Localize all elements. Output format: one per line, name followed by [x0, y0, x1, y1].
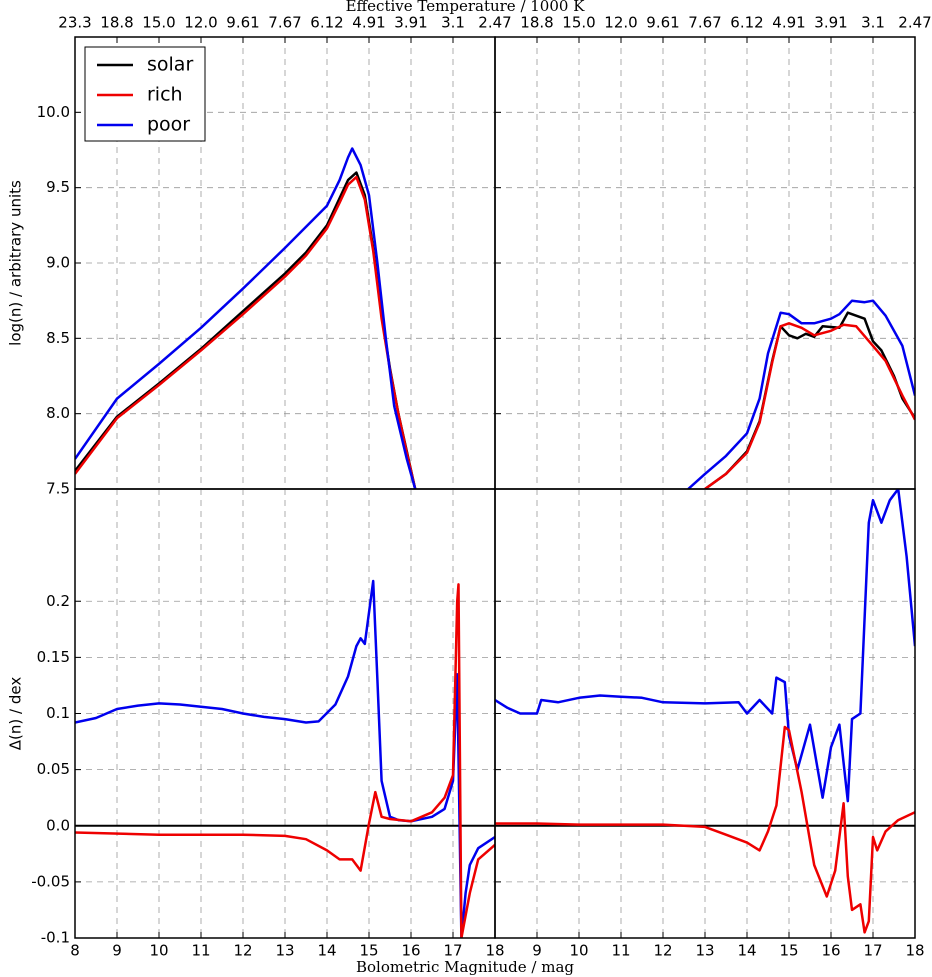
y-tick-label: 0.1 [46, 704, 70, 722]
x-tick-label: 14 [737, 942, 756, 960]
x2-tick-label: 15.0 [562, 14, 595, 32]
x2-tick-label: 6.12 [730, 14, 763, 32]
x-tick-label: 15 [359, 942, 378, 960]
x-tick-label: 10 [149, 942, 168, 960]
x-tick-label: 17 [863, 942, 882, 960]
x2-tick-label: 9.61 [226, 14, 259, 32]
x2-tick-label: 7.67 [688, 14, 721, 32]
y-tick-label: -0.1 [41, 929, 70, 947]
plot-area [687, 299, 915, 489]
x-tick-label: 9 [112, 942, 122, 960]
legend-label: rich [147, 84, 183, 106]
x-tick-label: 10 [569, 942, 588, 960]
x2-tick-label: 7.67 [268, 14, 301, 32]
x2-tick-label: 23.3 [58, 14, 91, 32]
x-tick-label: 18 [485, 942, 504, 960]
plot-area [75, 579, 495, 938]
y-tick-label: 0.05 [37, 760, 70, 778]
x2-tick-label: 2.47 [898, 14, 931, 32]
legend-label: poor [147, 114, 190, 136]
x-tick-label: 13 [695, 942, 714, 960]
y-tick-label: 9.0 [46, 254, 70, 272]
top-axis-label: Effective Temperature / 1000 K [346, 0, 586, 15]
y-tick-label: 7.5 [46, 480, 70, 498]
y-tick-label: -0.05 [31, 872, 70, 890]
x2-tick-label: 3.1 [441, 14, 465, 32]
series-line [687, 299, 915, 489]
x-tick-label: 11 [611, 942, 630, 960]
x-tick-label: 16 [821, 942, 840, 960]
x-tick-label: 18 [905, 942, 924, 960]
y-axis-label: log(n) / arbitrary units [7, 180, 25, 346]
x2-tick-label: 18.8 [520, 14, 553, 32]
x2-tick-label: 6.12 [310, 14, 343, 32]
x2-tick-label: 12.0 [604, 14, 637, 32]
x2-tick-label: 3.1 [861, 14, 885, 32]
series-line [75, 147, 417, 489]
x2-tick-label: 12.0 [184, 14, 217, 32]
x2-tick-label: 4.91 [772, 14, 805, 32]
x-tick-label: 12 [653, 942, 672, 960]
series-line [75, 583, 495, 938]
x2-tick-label: 9.61 [646, 14, 679, 32]
series-line [495, 489, 915, 803]
legend-label: solar [147, 54, 193, 76]
x-tick-label: 17 [443, 942, 462, 960]
series-line [704, 322, 915, 489]
x2-tick-label: 15.0 [142, 14, 175, 32]
x-tick-label: 9 [532, 942, 542, 960]
x-tick-label: 11 [191, 942, 210, 960]
plot-area [495, 489, 915, 934]
axes-frame [494, 488, 916, 939]
x2-tick-label: 3.91 [394, 14, 427, 32]
x-tick-label: 12 [233, 942, 252, 960]
y-tick-label: 8.5 [46, 329, 70, 347]
series-line [495, 725, 915, 934]
y-tick-label: 0.2 [46, 592, 70, 610]
x2-tick-label: 3.91 [814, 14, 847, 32]
x-tick-label: 16 [401, 942, 420, 960]
y-tick-label: 0.0 [46, 816, 70, 834]
plot-area [75, 147, 417, 489]
x2-tick-label: 18.8 [100, 14, 133, 32]
series-line [75, 175, 417, 489]
x2-tick-label: 2.47 [478, 14, 511, 32]
series-line [75, 171, 417, 489]
y-tick-label: 10.0 [37, 103, 70, 121]
x-tick-label: 15 [779, 942, 798, 960]
x-tick-label: 13 [275, 942, 294, 960]
x-tick-label: 14 [317, 942, 336, 960]
x-tick-label: 8 [70, 942, 80, 960]
y-tick-label: 8.0 [46, 404, 70, 422]
y-axis-label: Δ(n) / dex [7, 677, 25, 751]
y-tick-label: 9.5 [46, 178, 70, 196]
x-axis-label: Bolometric Magnitude / mag [356, 958, 574, 976]
x2-tick-label: 4.91 [352, 14, 385, 32]
y-tick-label: 0.15 [37, 648, 70, 666]
